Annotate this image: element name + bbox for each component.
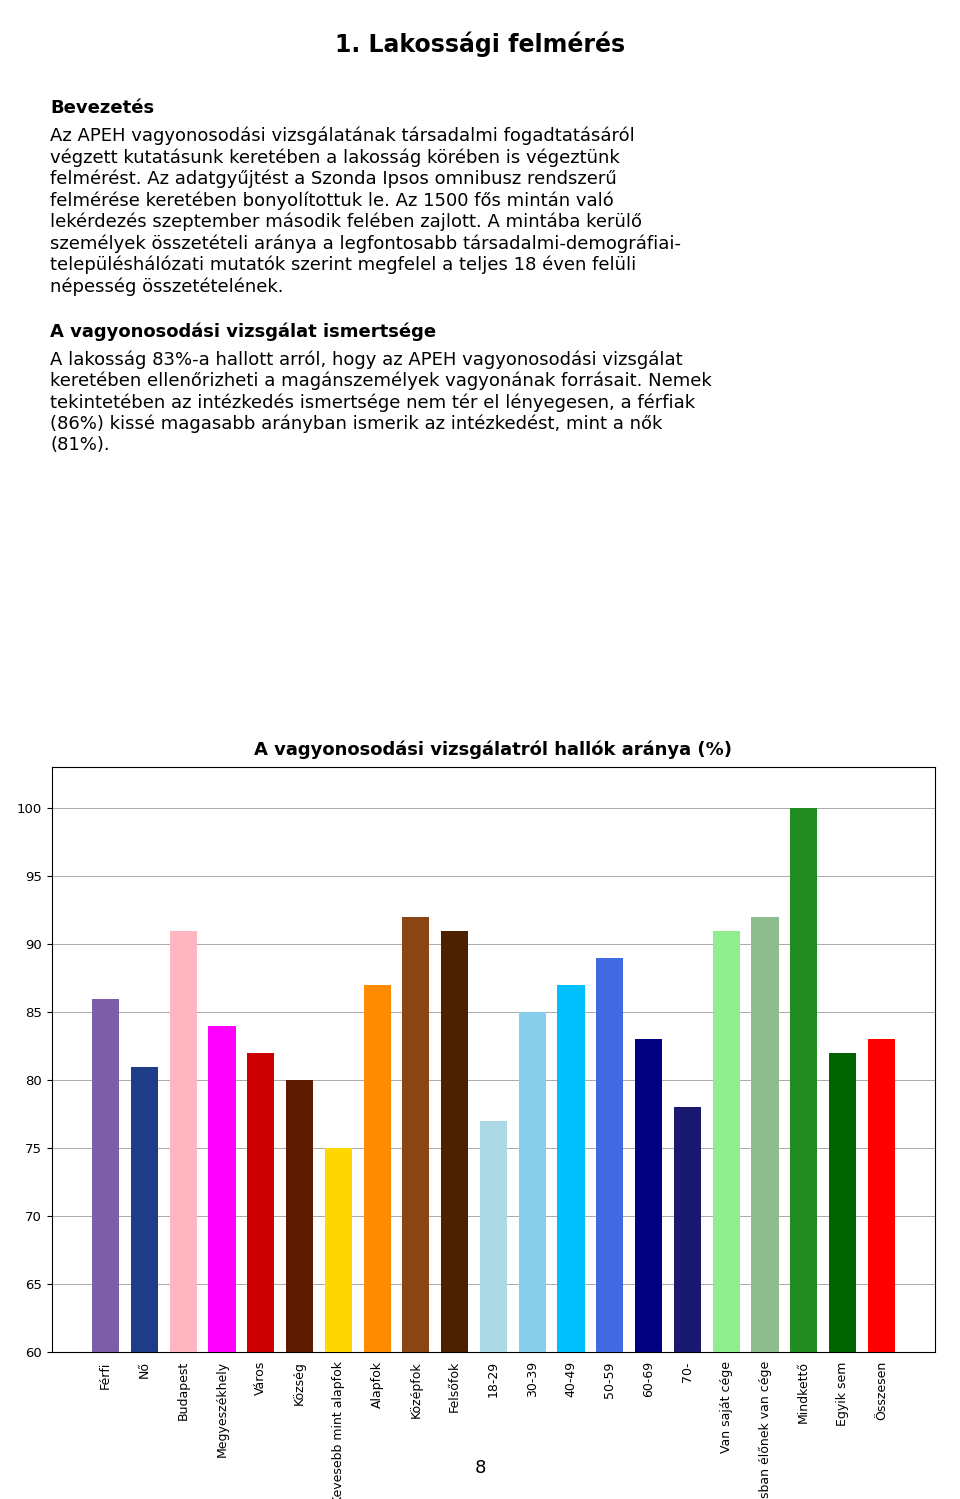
Text: népesség összetételének.: népesség összetételének.: [50, 277, 283, 295]
Text: Bevezetés: Bevezetés: [50, 99, 155, 117]
Text: 1. Lakossági felmérés: 1. Lakossági felmérés: [335, 31, 625, 57]
Text: A vagyonosodási vizsgálat ismertsége: A vagyonosodási vizsgálat ismertsége: [50, 322, 436, 340]
Bar: [364, 985, 391, 1499]
Bar: [518, 1012, 546, 1499]
Text: tekintetében az intézkedés ismertsége nem tér el lényegesen, a férfiak: tekintetében az intézkedés ismertsége ne…: [50, 393, 695, 412]
Text: keretében ellenőrizheti a magánszemélyek vagyonának forrásait. Nemek: keretében ellenőrizheti a magánszemélyek…: [50, 372, 711, 390]
Bar: [247, 1052, 275, 1499]
Bar: [92, 998, 119, 1499]
Bar: [402, 917, 429, 1499]
Bar: [790, 808, 817, 1499]
Bar: [635, 1039, 662, 1499]
Text: településhálózati mutatók szerint megfelel a teljes 18 éven felüli: településhálózati mutatók szerint megfel…: [50, 255, 636, 274]
Bar: [131, 1067, 158, 1499]
Bar: [286, 1081, 313, 1499]
Title: A vagyonosodási vizsgálatról hallók aránya (%): A vagyonosodási vizsgálatról hallók arán…: [254, 741, 732, 758]
Bar: [828, 1052, 856, 1499]
Text: Az APEH vagyonosodási vizsgálatának társadalmi fogadtatásáról: Az APEH vagyonosodási vizsgálatának társ…: [50, 126, 635, 145]
Bar: [596, 958, 623, 1499]
Bar: [558, 985, 585, 1499]
Text: 8: 8: [474, 1459, 486, 1477]
Text: A lakosság 83%-a hallott arról, hogy az APEH vagyonosodási vizsgálat: A lakosság 83%-a hallott arról, hogy az …: [50, 349, 683, 369]
Bar: [441, 931, 468, 1499]
Bar: [868, 1039, 895, 1499]
Bar: [480, 1121, 507, 1499]
Text: felmérése keretében bonyolítottuk le. Az 1500 fős mintán való: felmérése keretében bonyolítottuk le. Az…: [50, 190, 613, 210]
Text: személyek összetételi aránya a legfontosabb társadalmi-demográfiai-: személyek összetételi aránya a legfontos…: [50, 234, 681, 252]
Bar: [324, 1148, 352, 1499]
Bar: [712, 931, 740, 1499]
Bar: [752, 917, 779, 1499]
Bar: [208, 1025, 235, 1499]
Text: felmérést. Az adatgyűjtést a Szonda Ipsos omnibusz rendszerű: felmérést. Az adatgyűjtést a Szonda Ipso…: [50, 169, 616, 187]
Bar: [674, 1108, 701, 1499]
Text: lekérdezés szeptember második felében zajlott. A mintába kerülő: lekérdezés szeptember második felében za…: [50, 213, 642, 231]
Text: (81%).: (81%).: [50, 436, 109, 454]
Text: végzett kutatásunk keretében a lakosság körében is végeztünk: végzett kutatásunk keretében a lakosság …: [50, 148, 620, 166]
Bar: [170, 931, 197, 1499]
Text: (86%) kissé magasabb arányban ismerik az intézkedést, mint a nők: (86%) kissé magasabb arányban ismerik az…: [50, 415, 662, 433]
